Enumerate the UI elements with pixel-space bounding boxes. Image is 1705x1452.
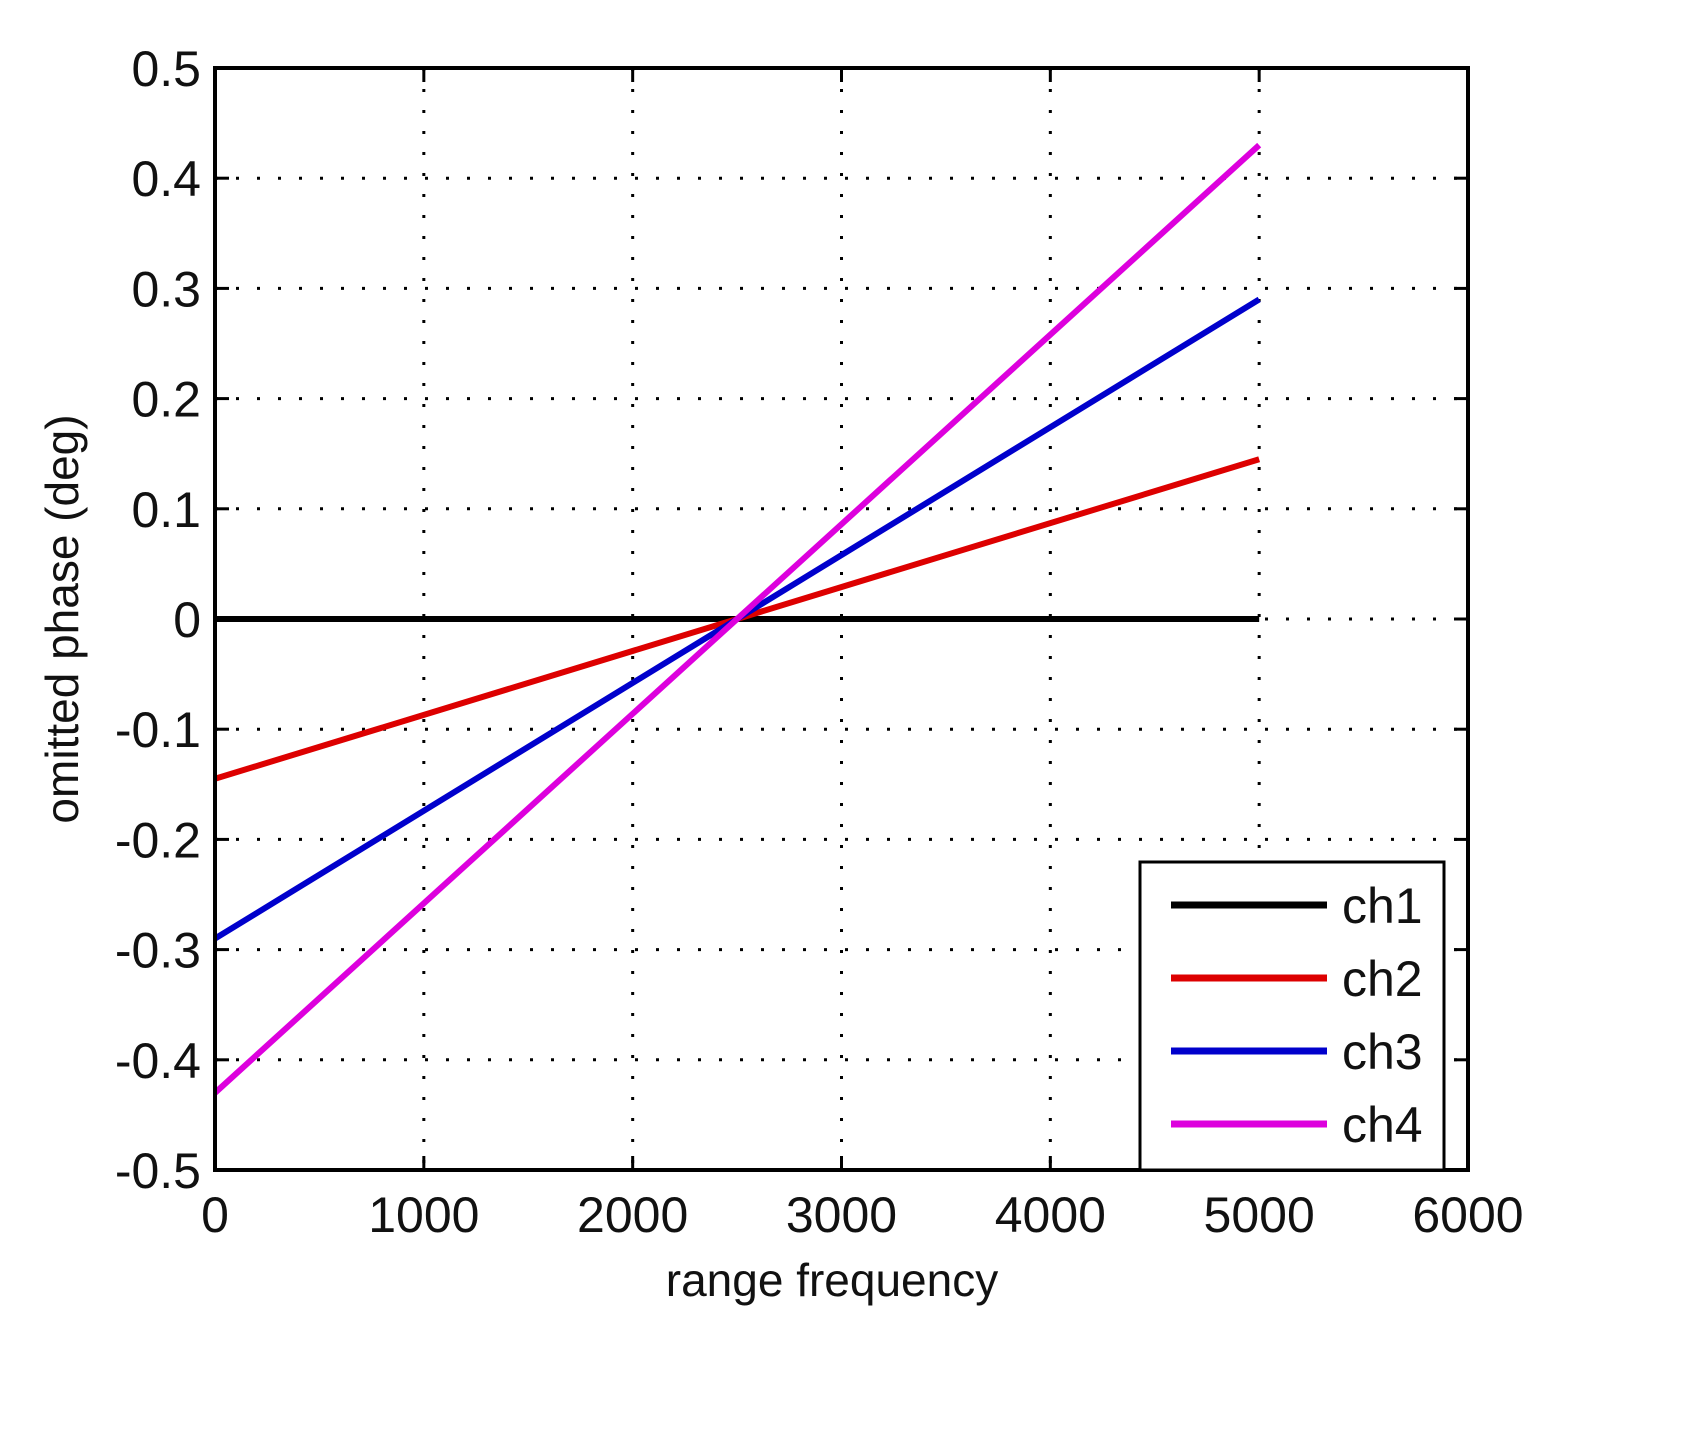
y-tick-label: 0.4 bbox=[131, 151, 201, 207]
x-tick-label: 3000 bbox=[786, 1187, 897, 1243]
legend-label: ch4 bbox=[1342, 1097, 1423, 1153]
series-line-ch4 bbox=[212, 142, 1262, 1096]
x-tick-label: 4000 bbox=[995, 1187, 1106, 1243]
y-tick-label: 0.3 bbox=[131, 261, 201, 317]
x-tick-label: 2000 bbox=[577, 1187, 688, 1243]
legend-label: ch1 bbox=[1342, 878, 1423, 934]
x-tick-label: 1000 bbox=[368, 1187, 479, 1243]
y-tick-label: 0.2 bbox=[131, 372, 201, 428]
legend-box bbox=[1138, 860, 1446, 1172]
y-tick-label: -0.4 bbox=[115, 1033, 201, 1089]
x-tick-labels: 0 1000 2000 3000 4000 5000 6000 bbox=[201, 1187, 1524, 1243]
y-axis-label: omitted phase (deg) bbox=[36, 414, 88, 823]
y-tick-label: -0.3 bbox=[115, 923, 201, 979]
y-tick-label: 0.1 bbox=[131, 482, 201, 538]
x-tick-label: 5000 bbox=[1204, 1187, 1315, 1243]
y-tick-label: -0.5 bbox=[115, 1143, 201, 1199]
x-tick-label: 0 bbox=[201, 1187, 229, 1243]
legend-label: ch3 bbox=[1342, 1024, 1423, 1080]
legend: ch1 ch2 ch3 ch4 bbox=[1138, 860, 1446, 1172]
y-tick-labels: 0.5 0.4 0.3 0.2 0.1 0 -0.1 -0.2 -0.3 -0.4 -0.5 bbox=[115, 41, 201, 1199]
series-lines bbox=[212, 142, 1262, 1096]
y-tick-label: -0.2 bbox=[115, 812, 201, 868]
x-tick-label: 6000 bbox=[1412, 1187, 1523, 1243]
y-tick-label: 0 bbox=[173, 592, 201, 648]
x-axis-label: range frequency bbox=[666, 1254, 998, 1306]
y-tick-label: -0.1 bbox=[115, 702, 201, 758]
y-tick-label: 0.5 bbox=[131, 41, 201, 97]
legend-label: ch2 bbox=[1342, 951, 1423, 1007]
axis-ticks bbox=[213, 66, 1470, 1172]
